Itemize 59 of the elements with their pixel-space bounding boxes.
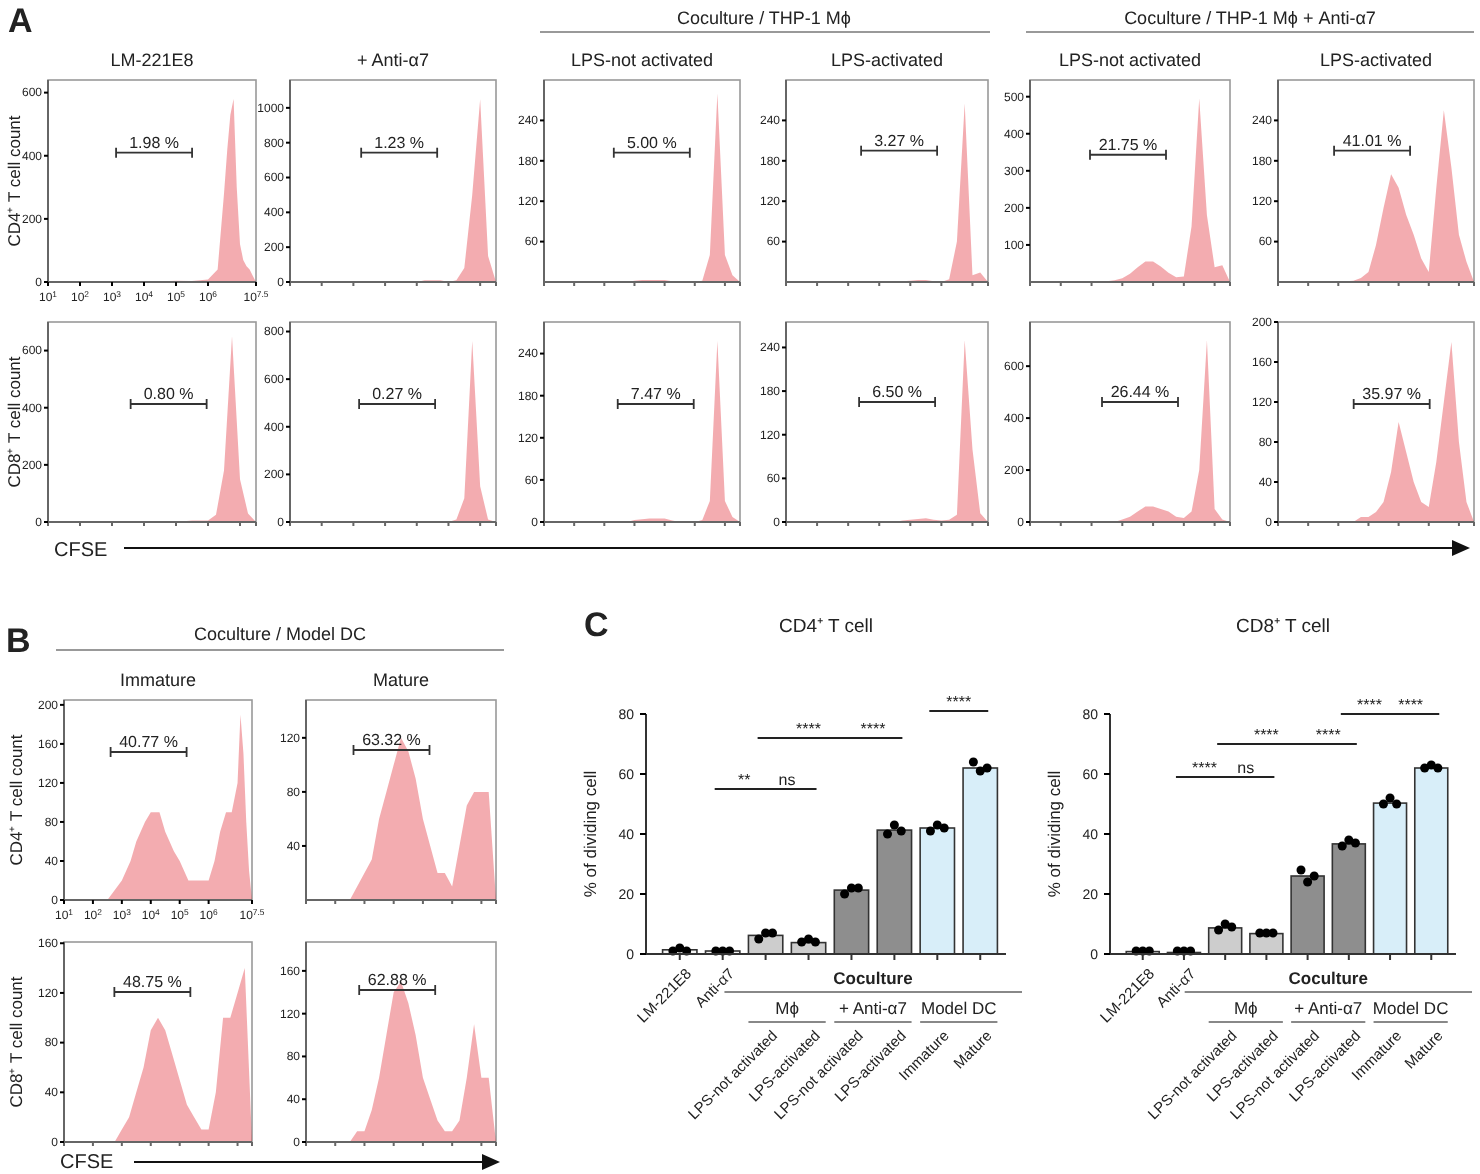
- annotation: ****: [1253, 726, 1279, 744]
- y-axis-title: % of dividing cell: [580, 770, 600, 898]
- y-axis-title: CD4⁺ T cell count: [6, 733, 27, 866]
- annotation: ****: [860, 720, 886, 738]
- annotation: 6.50 %: [872, 383, 923, 401]
- annotation: ****: [1356, 696, 1382, 714]
- text: Coculture / Model DC: [193, 624, 368, 644]
- annotation: ****: [1398, 696, 1424, 714]
- text: Mϕ: [775, 998, 800, 1018]
- x-axis-title: CFSE: [60, 1152, 114, 1174]
- annotation: 0.80 %: [143, 385, 194, 403]
- text: Model DC: [1372, 998, 1449, 1018]
- y-axis-title: CD8⁺ T cell count: [6, 975, 27, 1108]
- chart-title: CD8⁺ T cell: [1236, 616, 1330, 638]
- annotation: **: [737, 771, 751, 789]
- annotation: 7.47 %: [630, 385, 681, 403]
- annotation: ****: [1315, 726, 1341, 744]
- text: + Anti-α7: [1294, 998, 1363, 1018]
- chart-title: Immature: [119, 670, 197, 690]
- annotation: 21.75 %: [1098, 135, 1158, 154]
- annotation: ****: [796, 720, 821, 738]
- annotation: 40.77 %: [119, 733, 178, 751]
- annotation: 0.27 %: [372, 385, 423, 403]
- chart-title: LPS-not activated: [570, 50, 714, 70]
- y-axis-title: CD8⁺ T cell count: [4, 355, 25, 488]
- text: B: [6, 622, 31, 660]
- chart-title: LPS-not activated: [1058, 50, 1202, 70]
- annotation: 48.75 %: [123, 973, 182, 991]
- annotation: ns: [778, 771, 796, 789]
- text: Coculture / THP-1 Mϕ + Anti-α7: [1124, 8, 1376, 28]
- chart-title: Mature: [372, 670, 430, 690]
- chart-title: + Anti-α7: [357, 50, 429, 70]
- annotation: 63.32 %: [362, 731, 421, 749]
- annotation: 5.00 %: [626, 133, 677, 152]
- chart-title: CD4⁺ T cell: [779, 616, 873, 638]
- text: A: [8, 2, 33, 40]
- chart-title: LPS-activated: [830, 50, 944, 70]
- annotation: 1.23 %: [374, 133, 425, 152]
- y-axis-title: % of dividing cell: [1044, 770, 1064, 898]
- text: + Anti-α7: [838, 998, 908, 1018]
- annotation: 35.97 %: [1362, 385, 1422, 403]
- annotation: ****: [1192, 759, 1218, 777]
- annotation: 1.98 %: [129, 133, 179, 152]
- chart-title: LM-221E8: [110, 50, 194, 70]
- annotation: 26.44 %: [1110, 383, 1170, 401]
- annotation: 62.88 %: [367, 971, 427, 989]
- annotation: 3.27 %: [874, 131, 925, 150]
- text: Coculture / THP-1 Mϕ: [677, 8, 851, 28]
- x-axis-title: CFSE: [54, 540, 108, 562]
- y-axis-title: CD4⁺ T cell count: [4, 114, 25, 247]
- text: Mϕ: [1233, 998, 1259, 1018]
- text: Coculture: [833, 968, 914, 988]
- text: ****: [946, 693, 972, 711]
- text: Model DC: [920, 998, 997, 1018]
- annotation: ns: [1237, 759, 1255, 777]
- annotation: 41.01 %: [1342, 131, 1402, 150]
- text: Coculture: [1288, 968, 1369, 988]
- text: C: [584, 606, 609, 644]
- chart-title: LPS-activated: [1319, 50, 1433, 70]
